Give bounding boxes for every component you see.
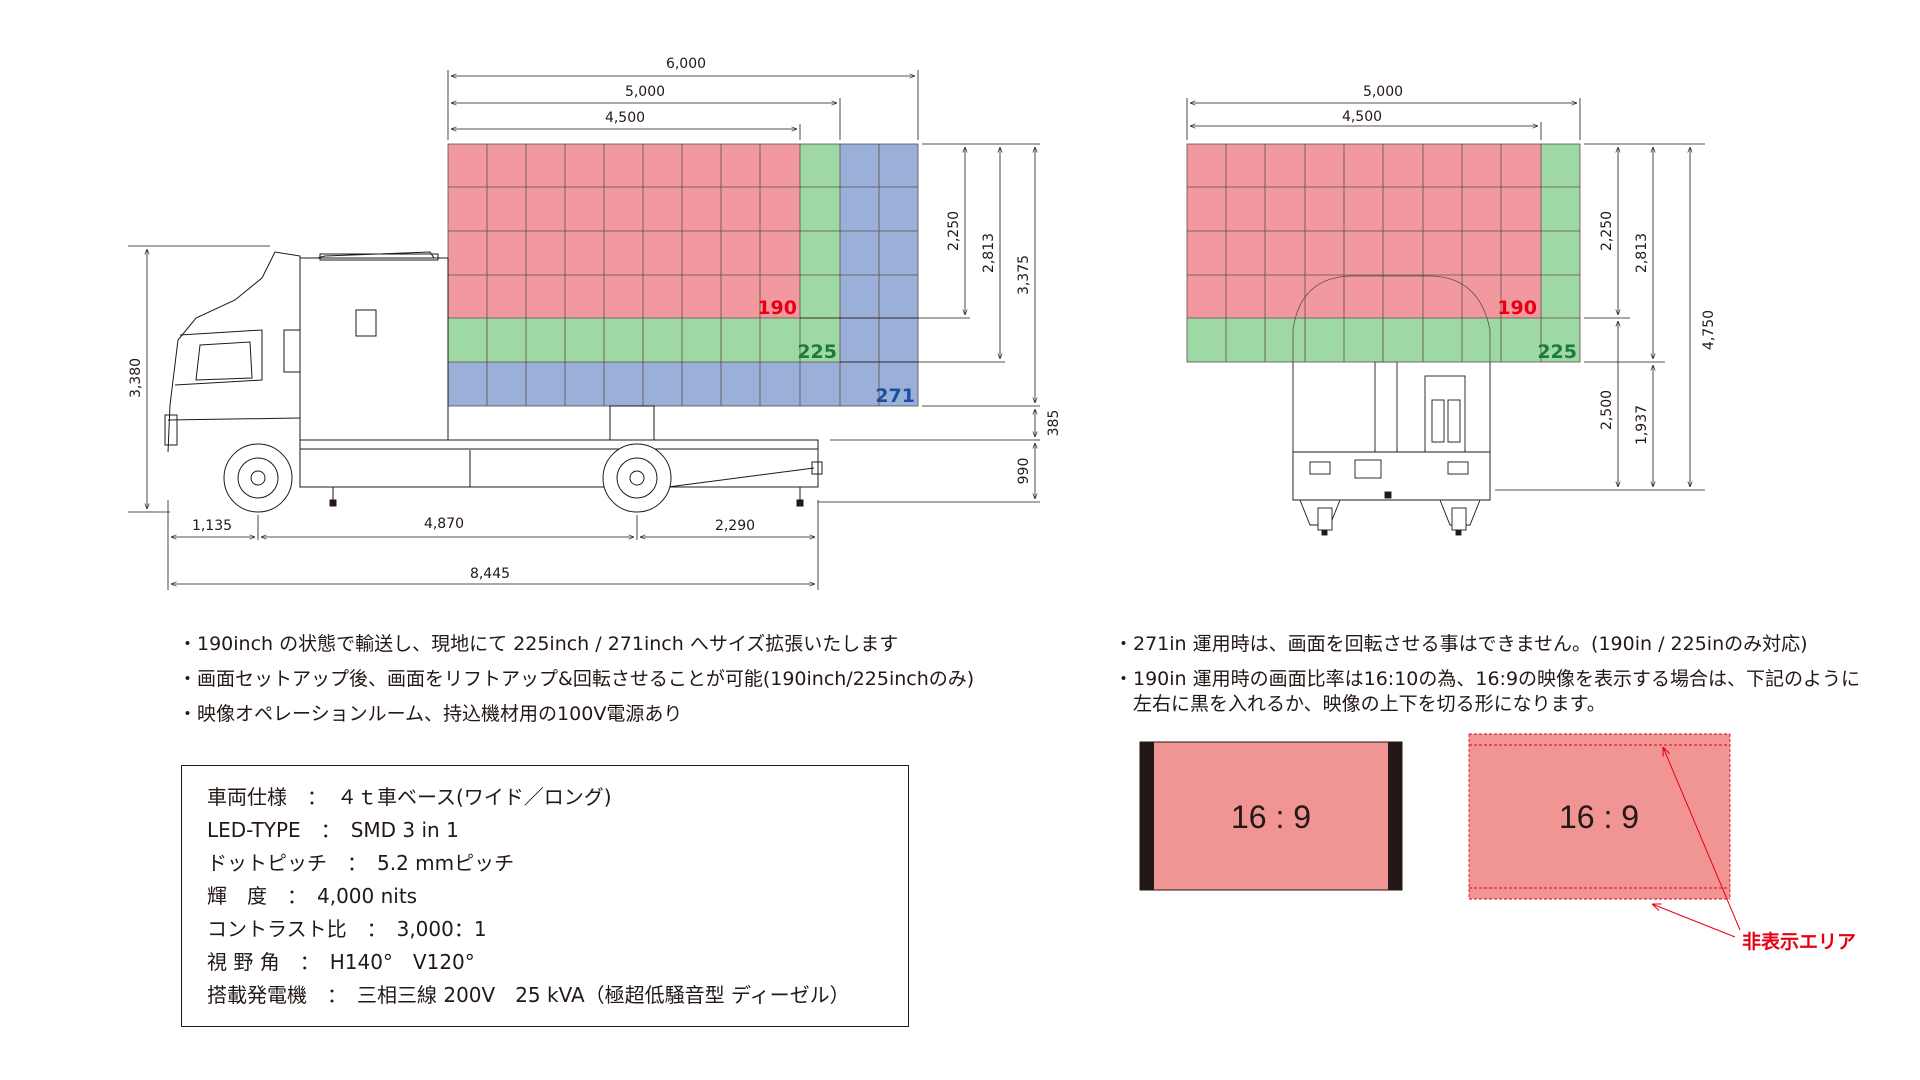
dim-8445: 8,445 (470, 566, 510, 582)
side-led-screen: 190 225 271 (447, 143, 919, 407)
dim-3375: 3,375 (1016, 255, 1032, 295)
note-left-3: ・映像オペレーションルーム、持込機材用の100V電源あり (178, 703, 683, 725)
side-label-271: 271 (875, 385, 915, 407)
spec-brightness: 輝 度 ： 4,000 nits (207, 884, 418, 908)
ratio-label-left: 16 : 9 (1231, 799, 1311, 835)
rear-led-screen: 190 225 (1186, 143, 1581, 363)
ratio-example-crop: 16 : 9 非表示エリア (1468, 733, 1856, 953)
rear-panel-225-right (1541, 144, 1580, 362)
rear-dimension-lines (1186, 98, 1705, 491)
ratio-screen-left (1140, 742, 1402, 890)
rear-dim-4750: 4,750 (1701, 310, 1717, 350)
panel-271-bottom (448, 362, 840, 406)
dim-2813: 2,813 (981, 233, 997, 273)
side-label-190: 190 (757, 297, 797, 319)
dim-3380: 3,380 (128, 358, 144, 398)
ratio-screen-right (1469, 734, 1730, 899)
note-left-1: ・190inch の状態で輸送し、現地にて 225inch / 271inch … (178, 633, 899, 655)
dim-2250: 2,250 (946, 211, 962, 251)
dim-990: 990 (1016, 458, 1032, 485)
note-right-1: ・271in 運用時は、画面を回転させる事はできません。(190in / 225… (1114, 633, 1808, 655)
panel-225-right (800, 144, 840, 362)
rear-dim-1937: 1,937 (1634, 405, 1650, 445)
side-view: 190 225 271 (128, 56, 1062, 590)
spec-dot-pitch: ドットピッチ ： 5.2 mmピッチ (207, 851, 515, 875)
rear-view: 190 225 5,000 4,500 2,250 2,813 4,750 2 (1186, 84, 1717, 536)
dim-4870: 4,870 (424, 516, 464, 532)
black-bar-right (1388, 742, 1402, 890)
rear-dim-2813: 2,813 (1634, 233, 1650, 273)
dim-1135: 1,135 (192, 518, 232, 534)
hidden-area-label: 非表示エリア (1742, 930, 1856, 953)
ratio-example-pillarbox: 16 : 9 (1139, 741, 1403, 891)
note-right-2: ・190in 運用時の画面比率は16:10の為、16:9の映像を表示する場合は、… (1114, 668, 1861, 690)
spec-viewing-angle: 視 野 角 ： H140° V120° (207, 950, 475, 974)
rear-dim-2250: 2,250 (1599, 211, 1615, 251)
side-label-225: 225 (797, 341, 837, 363)
spec-contrast: コントラスト比 ： 3,000：1 (207, 917, 487, 941)
side-dimension-labels: 6,000 5,000 4,500 2,250 2,813 3,375 385 … (128, 56, 1062, 582)
rear-dim-5000: 5,000 (1363, 84, 1403, 100)
spec-vehicle: 車両仕様 ： ４ｔ車ベース(ワイド／ロング) (207, 785, 612, 809)
rear-dim-4500: 4,500 (1342, 109, 1382, 125)
ratio-label-right: 16 : 9 (1559, 799, 1639, 835)
spec-table: 車両仕様 ： ４ｔ車ベース(ワイド／ロング) LED-TYPE ： SMD 3 … (181, 765, 909, 1027)
truck-side-drawing (164, 251, 823, 513)
rear-dim-2500: 2,500 (1599, 390, 1615, 430)
note-left-2: ・画面セットアップ後、画面をリフトアップ&回転させることが可能(190inch/… (178, 668, 975, 690)
hidden-area-arrow-top (1663, 747, 1741, 931)
dim-6000: 6,000 (666, 56, 706, 72)
note-right-3: 左右に黒を入れるか、映像の上下を切る形になります。 (1114, 693, 1606, 715)
rear-panel-225-bottom (1187, 318, 1541, 362)
hidden-area-arrow-bottom (1652, 904, 1736, 938)
rear-dimension-labels: 5,000 4,500 2,250 2,813 4,750 2,500 1,93… (1342, 84, 1717, 445)
side-dimension-lines (128, 70, 1040, 590)
spec-generator: 搭載発電機 ： 三相三線 200V 25 kVA（極超低騒音型 ディーゼル） (207, 983, 850, 1007)
rear-label-225: 225 (1537, 341, 1577, 363)
dim-5000: 5,000 (625, 84, 665, 100)
dim-2290: 2,290 (715, 518, 755, 534)
rear-label-190: 190 (1497, 297, 1537, 319)
panel-225-bottom (448, 318, 800, 362)
spec-led-type: LED-TYPE ： SMD 3 in 1 (207, 818, 459, 842)
dim-385: 385 (1046, 410, 1062, 437)
dim-4500: 4,500 (605, 110, 645, 126)
black-bar-left (1140, 742, 1154, 890)
